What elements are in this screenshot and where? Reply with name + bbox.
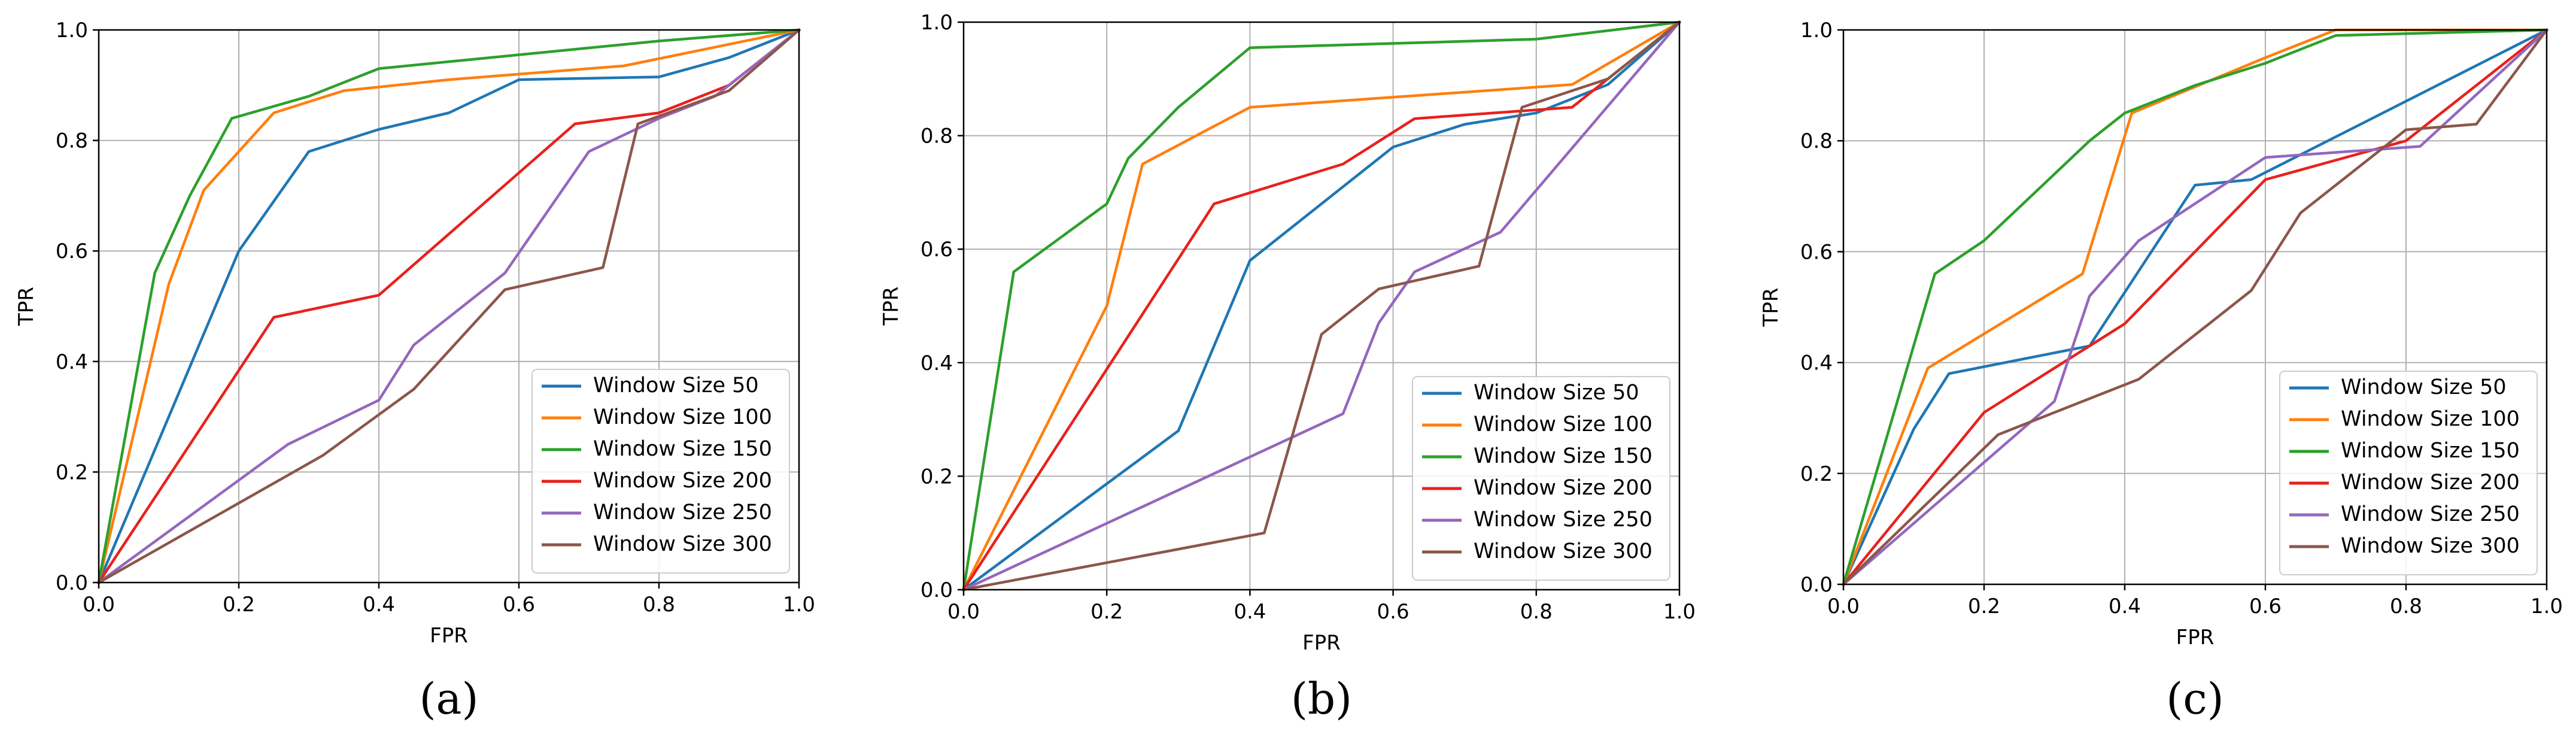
legend-entry: Window Size 250 (2341, 502, 2520, 526)
legend-entry: Window Size 300 (1474, 539, 1652, 563)
x-tick-label: 0.8 (1520, 600, 1553, 624)
y-tick-label: 0.0 (1800, 573, 1833, 597)
x-tick-label: 1.0 (2531, 595, 2563, 618)
y-axis-label: TPR (879, 287, 903, 326)
legend-entry: Window Size 250 (1474, 508, 1652, 532)
y-tick-label: 0.6 (1800, 240, 1833, 264)
panel-caption: (a) (419, 674, 478, 724)
legend: Window Size 50 Window Size 100 Window Size… (1412, 377, 1670, 580)
legend-entry: Window Size 200 (593, 469, 772, 493)
y-tick-label: 0.4 (1800, 351, 1833, 375)
y-tick-label: 0.2 (56, 460, 88, 484)
x-tick-label: 0.0 (1827, 595, 1860, 618)
chart-panel-2: 0.0 0.2 0.4 0.6 0.8 1.0 0.0 0.2 0.4 0.6 0.8 1.0 FPR T… (879, 11, 1696, 724)
y-tick-label: 0.4 (56, 350, 88, 374)
legend-entry: Window Size 300 (593, 532, 772, 556)
x-tick-label: 0.8 (643, 593, 675, 617)
y-tick-label: 0.2 (1800, 462, 1833, 486)
legend-entry: Window Size 100 (2341, 407, 2520, 431)
y-tick-label: 1.0 (1800, 19, 1833, 43)
y-tick-label: 0.0 (921, 578, 953, 602)
y-tick-label: 0.0 (56, 571, 88, 595)
x-tick-label: 0.4 (1234, 600, 1266, 624)
legend-entry: Window Size 300 (2341, 534, 2520, 558)
x-tick-label: 0.0 (83, 593, 115, 617)
legend-entry: Window Size 50 (2341, 375, 2507, 399)
legend-entry: Window Size 150 (1474, 444, 1652, 468)
legend-entry: Window Size 250 (593, 501, 772, 524)
legend-entry: Window Size 150 (2341, 439, 2520, 463)
y-axis-label: TPR (1759, 288, 1783, 327)
x-tick-label: 0.4 (2109, 595, 2141, 618)
x-tick-label: 0.8 (2390, 595, 2422, 618)
legend-entry: Window Size 200 (1474, 476, 1652, 500)
x-tick-label: 0.2 (223, 593, 255, 617)
x-tick-label: 0.6 (503, 593, 535, 617)
figure: 0.0 0.2 0.4 0.6 0.8 1.0 0.0 0.2 0.4 0.6 0.8 1.0 FPR T… (0, 0, 2576, 734)
x-tick-label: 0.4 (363, 593, 395, 617)
y-tick-label: 0.8 (56, 129, 88, 153)
panel-caption: (c) (2166, 674, 2224, 724)
x-tick-label: 1.0 (783, 593, 815, 617)
x-axis-label: FPR (1302, 631, 1341, 655)
panel-caption: (b) (1291, 674, 1352, 724)
x-axis-label: FPR (430, 624, 468, 648)
chart-panel-1: 0.0 0.2 0.4 0.6 0.8 1.0 0.0 0.2 0.4 0.6 0.8 1.0 FPR T… (14, 19, 815, 724)
x-tick-label: 0.6 (1377, 600, 1409, 624)
x-axis-label: FPR (2176, 626, 2214, 650)
legend-entry: Window Size 50 (593, 374, 759, 398)
y-tick-label: 0.6 (921, 238, 953, 262)
legend-entry: Window Size 150 (593, 437, 772, 461)
x-tick-label: 0.2 (1090, 600, 1123, 624)
legend-entry: Window Size 100 (1474, 413, 1652, 436)
chart-panel-3: 0.0 0.2 0.4 0.6 0.8 1.0 0.0 0.2 0.4 0.6 0.8 1.0 FPR T… (1759, 19, 2563, 724)
legend-entry: Window Size 100 (593, 405, 772, 429)
legend: Window Size 50 Window Size 100 Window Size… (532, 369, 789, 573)
legend-entry: Window Size 200 (2341, 471, 2520, 495)
legend-entry: Window Size 50 (1474, 381, 1639, 405)
x-tick-label: 1.0 (1663, 600, 1696, 624)
y-tick-label: 0.6 (56, 239, 88, 263)
y-tick-label: 0.4 (921, 351, 953, 375)
x-tick-label: 0.6 (2249, 595, 2282, 618)
x-tick-label: 0.2 (1968, 595, 2000, 618)
y-tick-label: 1.0 (921, 11, 953, 35)
x-tick-label: 0.0 (947, 600, 980, 624)
y-tick-label: 0.8 (1800, 129, 1833, 153)
y-tick-label: 1.0 (56, 19, 88, 43)
y-axis-label: TPR (14, 287, 38, 326)
legend: Window Size 50 Window Size 100 Window Size… (2280, 371, 2537, 575)
y-tick-label: 0.8 (921, 125, 953, 148)
y-tick-label: 0.2 (921, 465, 953, 489)
